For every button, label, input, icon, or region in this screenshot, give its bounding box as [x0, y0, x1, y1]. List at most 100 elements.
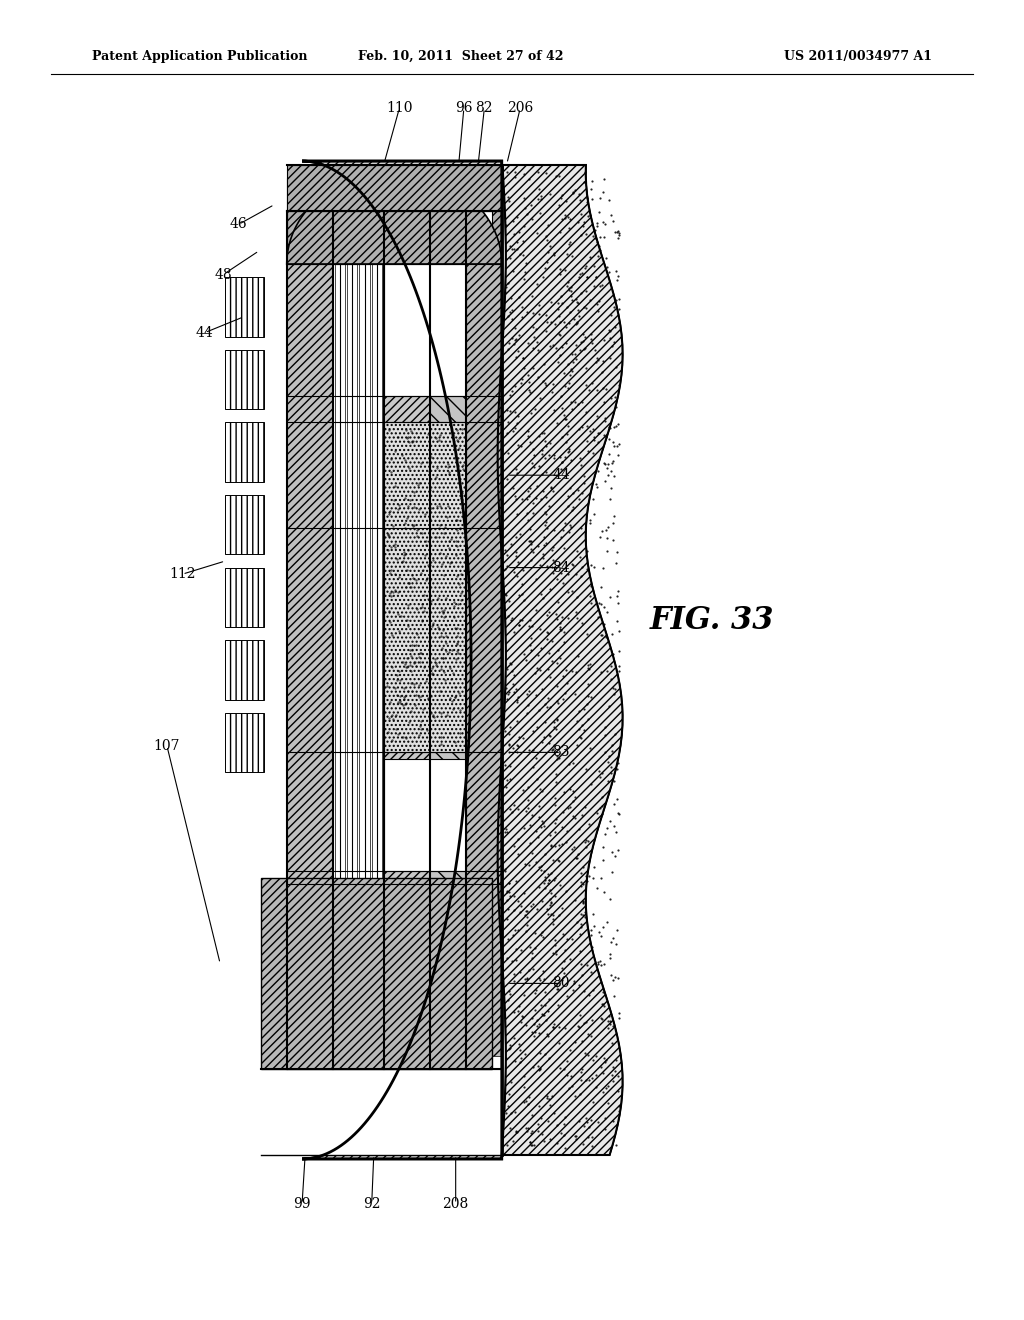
Point: [432, 702, 449, 723]
Point: [595, 213, 611, 234]
Point: [548, 763, 564, 784]
Point: [446, 686, 463, 708]
Point: [561, 372, 578, 393]
Point: [553, 562, 569, 583]
Point: [563, 661, 580, 682]
Point: [548, 337, 564, 358]
Point: [530, 796, 547, 817]
Point: [572, 916, 589, 937]
Point: [546, 445, 562, 466]
Point: [420, 554, 436, 576]
Point: [549, 746, 565, 767]
Point: [535, 440, 551, 461]
Point: [571, 924, 588, 945]
Point: [539, 230, 555, 251]
Bar: [225, 568, 264, 627]
Point: [418, 535, 434, 556]
Point: [551, 904, 567, 925]
Point: [529, 189, 546, 210]
Point: [441, 552, 458, 573]
Point: [390, 494, 407, 515]
Point: [547, 867, 563, 888]
Point: [536, 726, 552, 747]
Point: [547, 929, 563, 950]
Point: [400, 711, 417, 733]
Point: [500, 442, 516, 463]
Point: [510, 434, 526, 455]
Point: [557, 1106, 573, 1127]
Point: [554, 426, 570, 447]
Point: [611, 1101, 628, 1122]
Point: [590, 422, 606, 444]
Point: [394, 445, 411, 466]
Point: [563, 1076, 580, 1097]
Point: [515, 1092, 531, 1113]
Point: [595, 1063, 611, 1084]
Point: [540, 1110, 556, 1131]
Point: [567, 1085, 584, 1106]
Point: [589, 803, 605, 824]
Bar: [287, 224, 333, 1069]
Point: [580, 1111, 596, 1133]
Point: [547, 795, 563, 816]
Point: [597, 717, 613, 738]
Point: [507, 376, 523, 397]
Point: [515, 268, 531, 289]
Point: [517, 252, 534, 273]
Point: [595, 982, 611, 1003]
Point: [518, 649, 535, 671]
Point: [598, 519, 614, 540]
Bar: [335, 264, 345, 1056]
Point: [535, 927, 551, 948]
Point: [591, 921, 607, 942]
Point: [422, 664, 438, 685]
Point: [508, 329, 524, 350]
Point: [580, 1044, 596, 1065]
Point: [602, 347, 618, 368]
Point: [403, 635, 420, 656]
Point: [596, 391, 612, 412]
Point: [609, 541, 626, 562]
Point: [603, 741, 620, 762]
Point: [527, 399, 544, 420]
Point: [569, 211, 586, 232]
Point: [525, 358, 542, 379]
Point: [500, 339, 516, 360]
Point: [442, 668, 459, 689]
Point: [502, 235, 518, 256]
Point: [545, 904, 561, 925]
Point: [583, 1109, 599, 1130]
Point: [580, 623, 596, 644]
Point: [564, 581, 581, 602]
Point: [605, 1015, 622, 1036]
Point: [609, 585, 626, 606]
Point: [437, 587, 454, 609]
Point: [524, 1134, 541, 1155]
Point: [560, 581, 577, 602]
Point: [540, 659, 556, 680]
Point: [504, 327, 520, 348]
Point: [519, 684, 536, 705]
Point: [584, 919, 600, 940]
Point: [506, 964, 522, 985]
Point: [537, 447, 553, 469]
Point: [609, 752, 626, 774]
Point: [540, 622, 556, 643]
Point: [578, 297, 594, 318]
Point: [545, 374, 561, 395]
Point: [414, 594, 430, 615]
Point: [592, 950, 608, 972]
Point: [505, 210, 521, 231]
Point: [408, 634, 424, 655]
Point: [515, 230, 531, 251]
Point: [603, 205, 620, 226]
Point: [573, 392, 590, 413]
Point: [531, 554, 548, 576]
Point: [571, 418, 588, 440]
Point: [399, 615, 416, 636]
Point: [611, 655, 628, 676]
Point: [571, 701, 588, 722]
Point: [396, 685, 413, 706]
Point: [500, 990, 516, 1011]
Point: [550, 849, 566, 870]
